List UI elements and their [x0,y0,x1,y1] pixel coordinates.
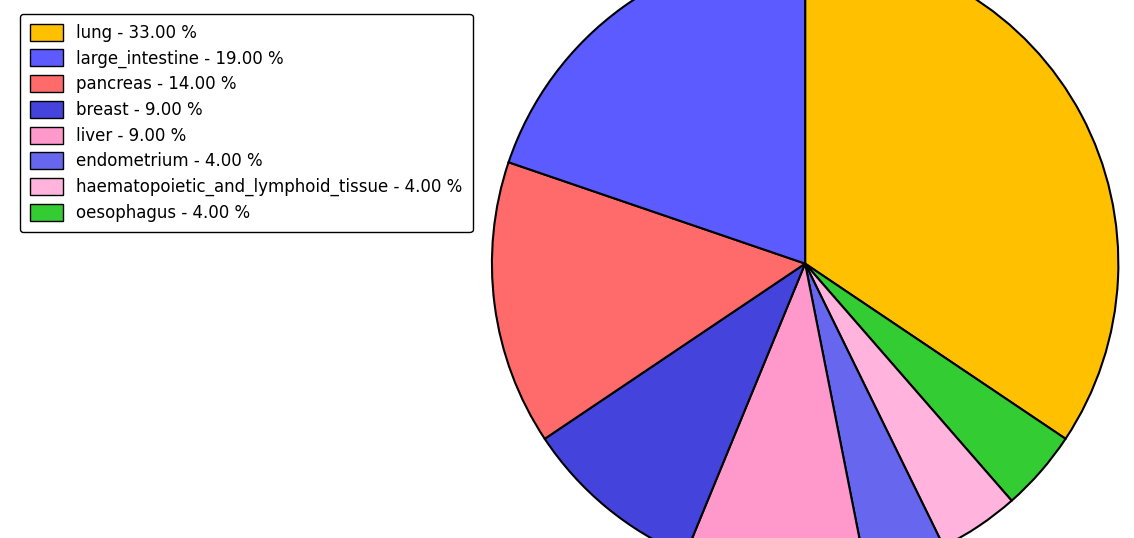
Wedge shape [685,264,866,538]
Wedge shape [492,162,805,439]
Wedge shape [805,264,1066,501]
Wedge shape [805,0,1118,439]
Wedge shape [805,264,1012,538]
Wedge shape [544,264,805,538]
Wedge shape [805,264,943,538]
Legend: lung - 33.00 %, large_intestine - 19.00 %, pancreas - 14.00 %, breast - 9.00 %, : lung - 33.00 %, large_intestine - 19.00 … [19,13,473,232]
Wedge shape [508,0,805,264]
